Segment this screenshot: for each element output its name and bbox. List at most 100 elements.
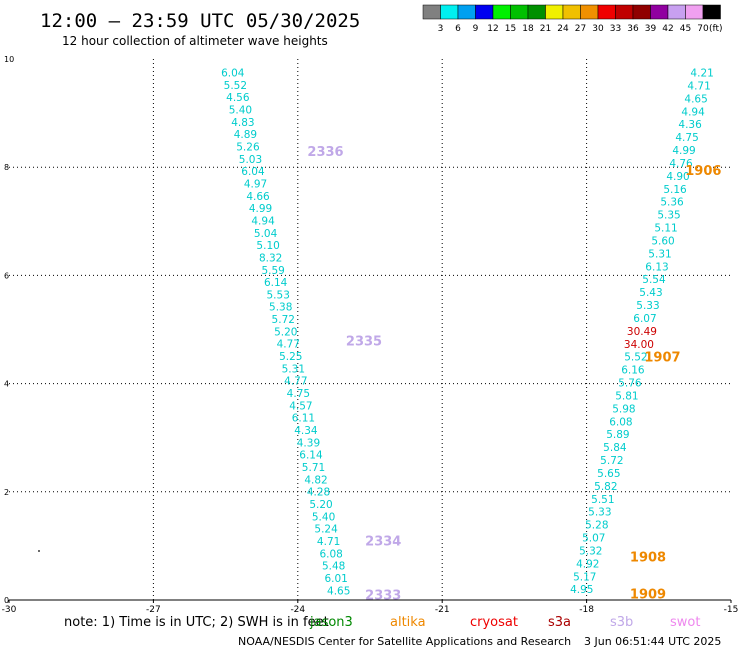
wave-height-point: 4.56 bbox=[226, 92, 250, 104]
footer-timestamp: 3 Jun 06:51:44 UTC 2025 bbox=[584, 635, 721, 648]
wave-height-point: 4.92 bbox=[576, 558, 599, 570]
wave-height-point: 5.03 bbox=[239, 154, 262, 166]
wave-height-point: 6.08 bbox=[609, 416, 632, 428]
wave-height-point: 6.07 bbox=[633, 313, 656, 325]
wave-height-point: 4.57 bbox=[289, 400, 312, 412]
wave-height-point: 4.76 bbox=[669, 158, 693, 170]
time-annotation: 2335 bbox=[346, 334, 382, 349]
wave-height-point: 4.89 bbox=[234, 129, 257, 141]
stray-dot bbox=[38, 550, 40, 552]
chart-title: 12:00 – 23:59 UTC 05/30/2025 bbox=[40, 10, 360, 32]
color-swatch bbox=[580, 4, 599, 20]
color-swatch bbox=[545, 4, 564, 20]
wave-height-point: 4.21 bbox=[690, 68, 713, 80]
y-tick-label: 0 bbox=[4, 596, 9, 605]
wave-height-point: 4.99 bbox=[672, 145, 695, 157]
wave-height-point: 5.72 bbox=[272, 314, 295, 326]
color-scale-unit: (ft) bbox=[709, 24, 723, 34]
wave-height-point: 6.08 bbox=[319, 548, 342, 560]
color-swatch bbox=[440, 4, 459, 20]
time-annotation: 2333 bbox=[365, 589, 401, 604]
wave-height-point: 4.36 bbox=[678, 119, 702, 131]
color-scale-label: 27 bbox=[575, 24, 586, 34]
time-annotation: 2334 bbox=[365, 534, 401, 549]
wave-height-point: 6.14 bbox=[299, 450, 323, 462]
wave-height-point: 5.82 bbox=[594, 481, 617, 493]
time-annotation: 2336 bbox=[307, 145, 343, 160]
wave-height-point: 6.11 bbox=[292, 413, 315, 425]
wave-height-point: 5.04 bbox=[254, 228, 278, 240]
color-swatch bbox=[702, 4, 721, 20]
wave-height-point: 6.13 bbox=[645, 261, 668, 273]
color-swatch bbox=[615, 4, 634, 20]
color-swatch bbox=[562, 4, 581, 20]
wave-height-point: 4.90 bbox=[666, 171, 689, 183]
color-scale-label: 6 bbox=[455, 24, 461, 34]
wave-height-point: 5.72 bbox=[600, 455, 623, 467]
wave-height-point: 4.77 bbox=[284, 376, 307, 388]
wave-height-point: 5.51 bbox=[591, 494, 614, 506]
color-scale-label: 33 bbox=[610, 24, 621, 34]
satellite-legend-item: altika bbox=[390, 615, 426, 630]
wave-height-point: 5.35 bbox=[657, 210, 680, 222]
color-scale-label: 9 bbox=[473, 24, 479, 34]
wave-height-point: 5.17 bbox=[573, 571, 596, 583]
wave-height-point: 5.89 bbox=[606, 429, 629, 441]
wave-height-point: 5.40 bbox=[229, 105, 252, 117]
wave-height-point: 4.83 bbox=[231, 117, 254, 129]
color-swatch bbox=[597, 4, 616, 20]
time-annotation: 1909 bbox=[630, 588, 666, 603]
color-swatch bbox=[632, 4, 651, 20]
wave-height-point: 6.14 bbox=[264, 277, 288, 289]
satellite-legend-item: cryosat bbox=[470, 615, 518, 630]
wave-height-point: 5.60 bbox=[651, 235, 674, 247]
color-scale-label: 18 bbox=[522, 24, 534, 34]
wave-height-point: 4.75 bbox=[287, 388, 310, 400]
color-scale: 3 6 9 12 15 18 21 24 27 30 33 36 39 42 45 70 (ft) bbox=[422, 4, 723, 34]
wave-height-point: 5.81 bbox=[615, 390, 638, 402]
wave-height-point: 4.65 bbox=[684, 93, 707, 105]
wave-height-point: 6.01 bbox=[324, 573, 347, 585]
wave-height-point: 4.97 bbox=[244, 178, 267, 190]
wave-height-point: 5.33 bbox=[588, 507, 611, 519]
wave-height-point: 6.16 bbox=[621, 365, 645, 377]
wave-height-point: 4.28 bbox=[307, 487, 330, 499]
wave-height-point: 5.40 bbox=[312, 511, 335, 523]
wave-height-point: 5.31 bbox=[282, 363, 305, 375]
time-annotation: 1908 bbox=[630, 551, 666, 566]
wave-height-point: 5.20 bbox=[274, 326, 297, 338]
color-scale-label: 3 bbox=[438, 24, 444, 34]
color-scale-label: 39 bbox=[645, 24, 657, 34]
wave-height-point: 4.71 bbox=[317, 536, 340, 548]
color-scale-label: 70 bbox=[697, 24, 709, 34]
wave-height-point: 5.53 bbox=[267, 289, 290, 301]
color-scale-label: 12 bbox=[487, 24, 498, 34]
y-tick-label: 10 bbox=[4, 55, 14, 64]
x-tick-label: -27 bbox=[146, 605, 161, 615]
wave-height-point: 34.00 bbox=[624, 339, 654, 351]
y-tick-label: 4 bbox=[4, 380, 9, 389]
x-tick-label: -30 bbox=[2, 605, 17, 615]
wave-height-point: 5.48 bbox=[322, 561, 345, 573]
wave-height-point: 5.07 bbox=[582, 533, 605, 545]
wave-height-point: 4.75 bbox=[675, 132, 698, 144]
wave-height-point: 4.99 bbox=[249, 203, 272, 215]
satellite-legend-item: s3a bbox=[548, 615, 571, 630]
wave-height-point: 5.76 bbox=[618, 378, 642, 390]
wave-height-point: 5.38 bbox=[269, 302, 292, 314]
wave-height-point: 5.98 bbox=[612, 403, 635, 415]
satellite-legend-item: s3b bbox=[610, 615, 633, 630]
color-scale-label: 45 bbox=[680, 24, 691, 34]
wave-height-point: 5.71 bbox=[302, 462, 325, 474]
x-tick-label: -18 bbox=[579, 605, 594, 615]
wave-height-point: 4.94 bbox=[251, 215, 275, 227]
wave-height-point: 5.59 bbox=[261, 265, 284, 277]
color-swatch bbox=[527, 4, 546, 20]
wave-height-point: 5.36 bbox=[660, 197, 684, 209]
wave-height-point: 5.11 bbox=[654, 223, 677, 235]
wave-height-point: 5.52 bbox=[224, 80, 247, 92]
satellite-legend-item: swot bbox=[670, 615, 700, 630]
wave-height-point: 4.34 bbox=[294, 425, 318, 437]
x-tick-label: -24 bbox=[290, 605, 305, 615]
